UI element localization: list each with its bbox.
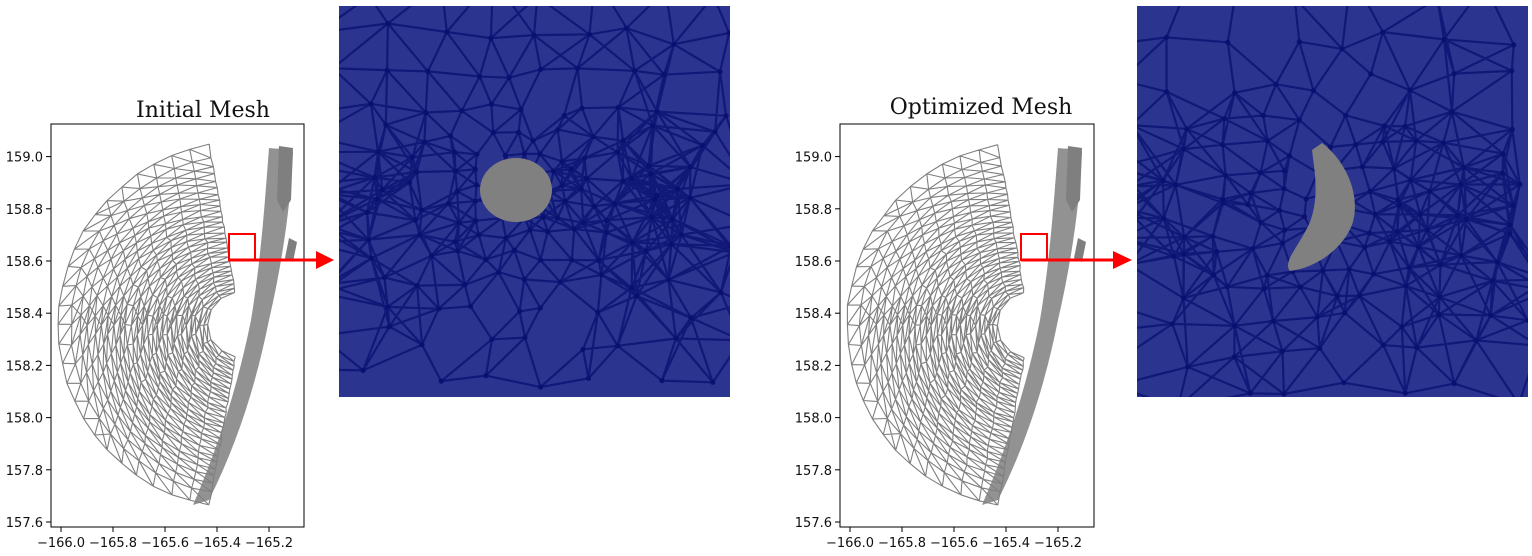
circular-hole (480, 158, 552, 222)
y-tick-label: 158.0 (6, 412, 43, 427)
x-tick-label: −165.6 (930, 536, 978, 551)
y-tick-label: 158.4 (6, 307, 43, 322)
x-tick-label: −165.8 (89, 536, 137, 551)
x-tick-label: −165.4 (982, 536, 1030, 551)
y-tick-label: 158.6 (6, 255, 43, 270)
y-tick-label: 158.2 (795, 359, 832, 374)
y-tick-label: 157.6 (795, 516, 832, 531)
y-tick-label: 159.0 (795, 151, 832, 166)
x-tick-label: −165.6 (141, 536, 189, 551)
y-tick-label: 157.8 (6, 464, 43, 479)
zoom-arrow (1021, 251, 1132, 269)
y-tick-label: 159.0 (6, 151, 43, 166)
x-tick-label: −166.0 (37, 536, 85, 551)
initial-mesh-zoom (339, 6, 730, 397)
x-tick-label: −166.0 (826, 536, 874, 551)
y-tick-label: 158.4 (795, 307, 832, 322)
optimized-mesh-title: Optimized Mesh (889, 95, 1073, 120)
y-tick-label: 158.6 (795, 255, 832, 270)
y-tick-label: 158.0 (795, 412, 832, 427)
x-tick-label: −165.2 (1034, 536, 1082, 551)
initial-mesh-plot: −166.0 −165.8 −165.6 −165.4 −165.2 157.6 157.8… (6, 123, 305, 551)
x-tick-label: −165.2 (245, 536, 293, 551)
mesh-triangulation (846, 144, 1086, 506)
axis-ticks: −166.0 −165.8 −165.6 −165.4 −165.2 157.6 157.8… (6, 151, 293, 551)
zoom-arrow (229, 251, 334, 269)
y-tick-label: 158.8 (795, 203, 832, 218)
y-tick-label: 158.8 (6, 203, 43, 218)
y-tick-label: 157.8 (795, 464, 832, 479)
crescent-hole (1288, 143, 1355, 271)
initial-mesh-title: Initial Mesh (136, 98, 270, 123)
y-tick-label: 158.2 (6, 359, 43, 374)
optimized-mesh-zoom (1137, 6, 1528, 397)
mesh-triangulation (57, 143, 297, 506)
x-tick-label: −165.4 (193, 536, 241, 551)
y-tick-label: 157.6 (6, 516, 43, 531)
x-tick-label: −165.8 (878, 536, 926, 551)
axis-ticks: −166.0 −165.8 −165.6 −165.4 −165.2 157.6 157.8… (795, 151, 1082, 551)
optimized-mesh-plot: −166.0 −165.8 −165.6 −165.4 −165.2 157.6 157.8… (795, 123, 1095, 551)
